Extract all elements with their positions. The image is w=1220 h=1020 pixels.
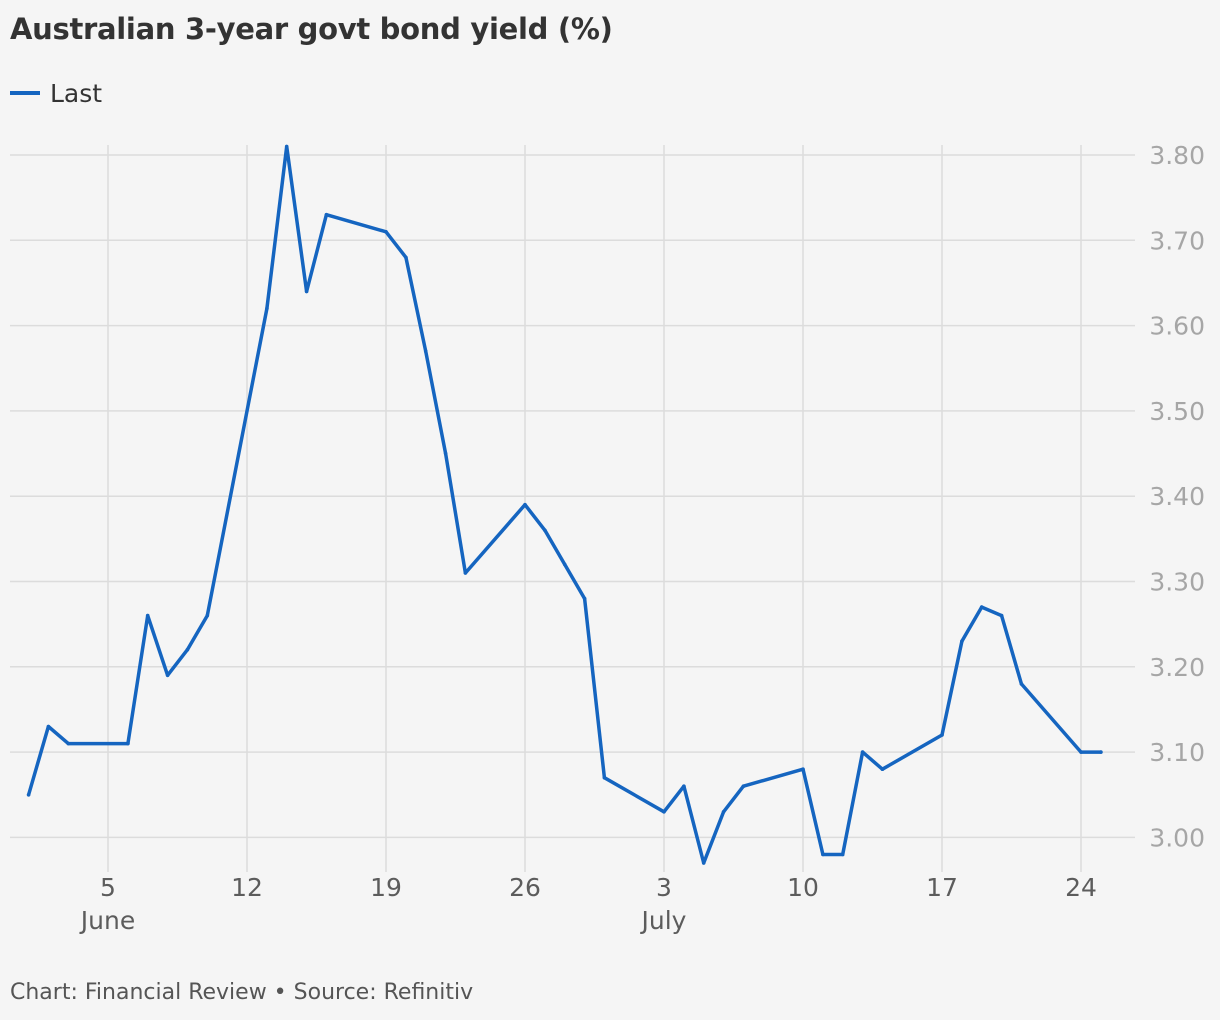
- data-point: [463, 571, 468, 575]
- legend-swatch: [10, 91, 40, 95]
- data-point: [741, 784, 746, 788]
- data-point: [1019, 682, 1024, 686]
- data-point: [46, 724, 51, 729]
- data-point: [145, 613, 150, 618]
- data-point: [423, 349, 428, 354]
- data-point: [404, 255, 408, 260]
- data-point: [265, 306, 269, 311]
- x-tick-label: 10: [787, 873, 819, 902]
- x-tick-label: 12: [231, 873, 263, 902]
- data-point: [443, 451, 448, 456]
- x-tick-label: 17: [926, 873, 958, 902]
- data-point: [999, 613, 1004, 618]
- legend: Last: [10, 76, 102, 110]
- x-tick-label: 5: [100, 873, 116, 902]
- x-axis-ticks: 5 June 12 19 26 3 July 10 17 24: [79, 873, 1097, 935]
- x-tick-label: 24: [1065, 873, 1097, 902]
- chart-title: Australian 3-year govt bond yield (%): [10, 12, 613, 46]
- data-point: [821, 852, 825, 857]
- x-tick-label: 26: [509, 873, 541, 902]
- data-point: [880, 767, 885, 771]
- x-month-label: July: [640, 906, 687, 935]
- x-gridlines: [107, 145, 1082, 872]
- data-point: [284, 144, 289, 149]
- data-point: [840, 852, 845, 857]
- data-point: [602, 775, 607, 780]
- data-point: [185, 647, 190, 652]
- y-tick-label: 3.50: [1149, 397, 1205, 426]
- data-point: [860, 750, 865, 754]
- data-point: [543, 528, 547, 533]
- data-point: [165, 673, 170, 678]
- data-point: [205, 613, 210, 618]
- data-point: [662, 810, 666, 814]
- data-point: [324, 212, 329, 217]
- series-line-last: [26, 144, 1103, 865]
- data-point: [960, 639, 964, 643]
- data-point: [562, 562, 567, 567]
- y-tick-label: 3.20: [1149, 653, 1205, 682]
- x-month-label: June: [79, 906, 135, 935]
- data-point: [1079, 750, 1083, 754]
- x-tick-label: 19: [370, 873, 402, 902]
- data-point: [384, 230, 388, 234]
- series-points: [26, 144, 1103, 865]
- data-point: [682, 784, 686, 788]
- y-tick-label: 3.40: [1149, 482, 1205, 511]
- data-point: [801, 767, 805, 771]
- y-tick-label: 3.10: [1149, 738, 1205, 767]
- data-point: [979, 605, 984, 609]
- x-tick-label: 3: [656, 873, 672, 902]
- data-point: [1099, 750, 1103, 754]
- legend-label: Last: [50, 78, 103, 108]
- data-point: [304, 289, 309, 294]
- data-point: [582, 596, 587, 601]
- data-point: [940, 733, 944, 737]
- y-tick-label: 3.30: [1149, 568, 1205, 597]
- y-tick-label: 3.80: [1149, 141, 1205, 170]
- y-tick-label: 3.00: [1149, 823, 1205, 852]
- gridlines: [10, 154, 1135, 839]
- data-point: [523, 502, 527, 507]
- data-point: [66, 741, 71, 746]
- data-point: [126, 741, 130, 746]
- y-tick-label: 3.70: [1149, 226, 1205, 255]
- data-point: [26, 793, 31, 797]
- y-axis-ticks: 3.00 3.10 3.20 3.30 3.40 3.50 3.60 3.70 3.80: [1149, 141, 1205, 852]
- source-note: Chart: Financial Review • Source: Refini…: [10, 980, 474, 1005]
- data-point: [721, 810, 726, 814]
- data-point: [701, 861, 706, 865]
- y-tick-label: 3.60: [1149, 312, 1205, 341]
